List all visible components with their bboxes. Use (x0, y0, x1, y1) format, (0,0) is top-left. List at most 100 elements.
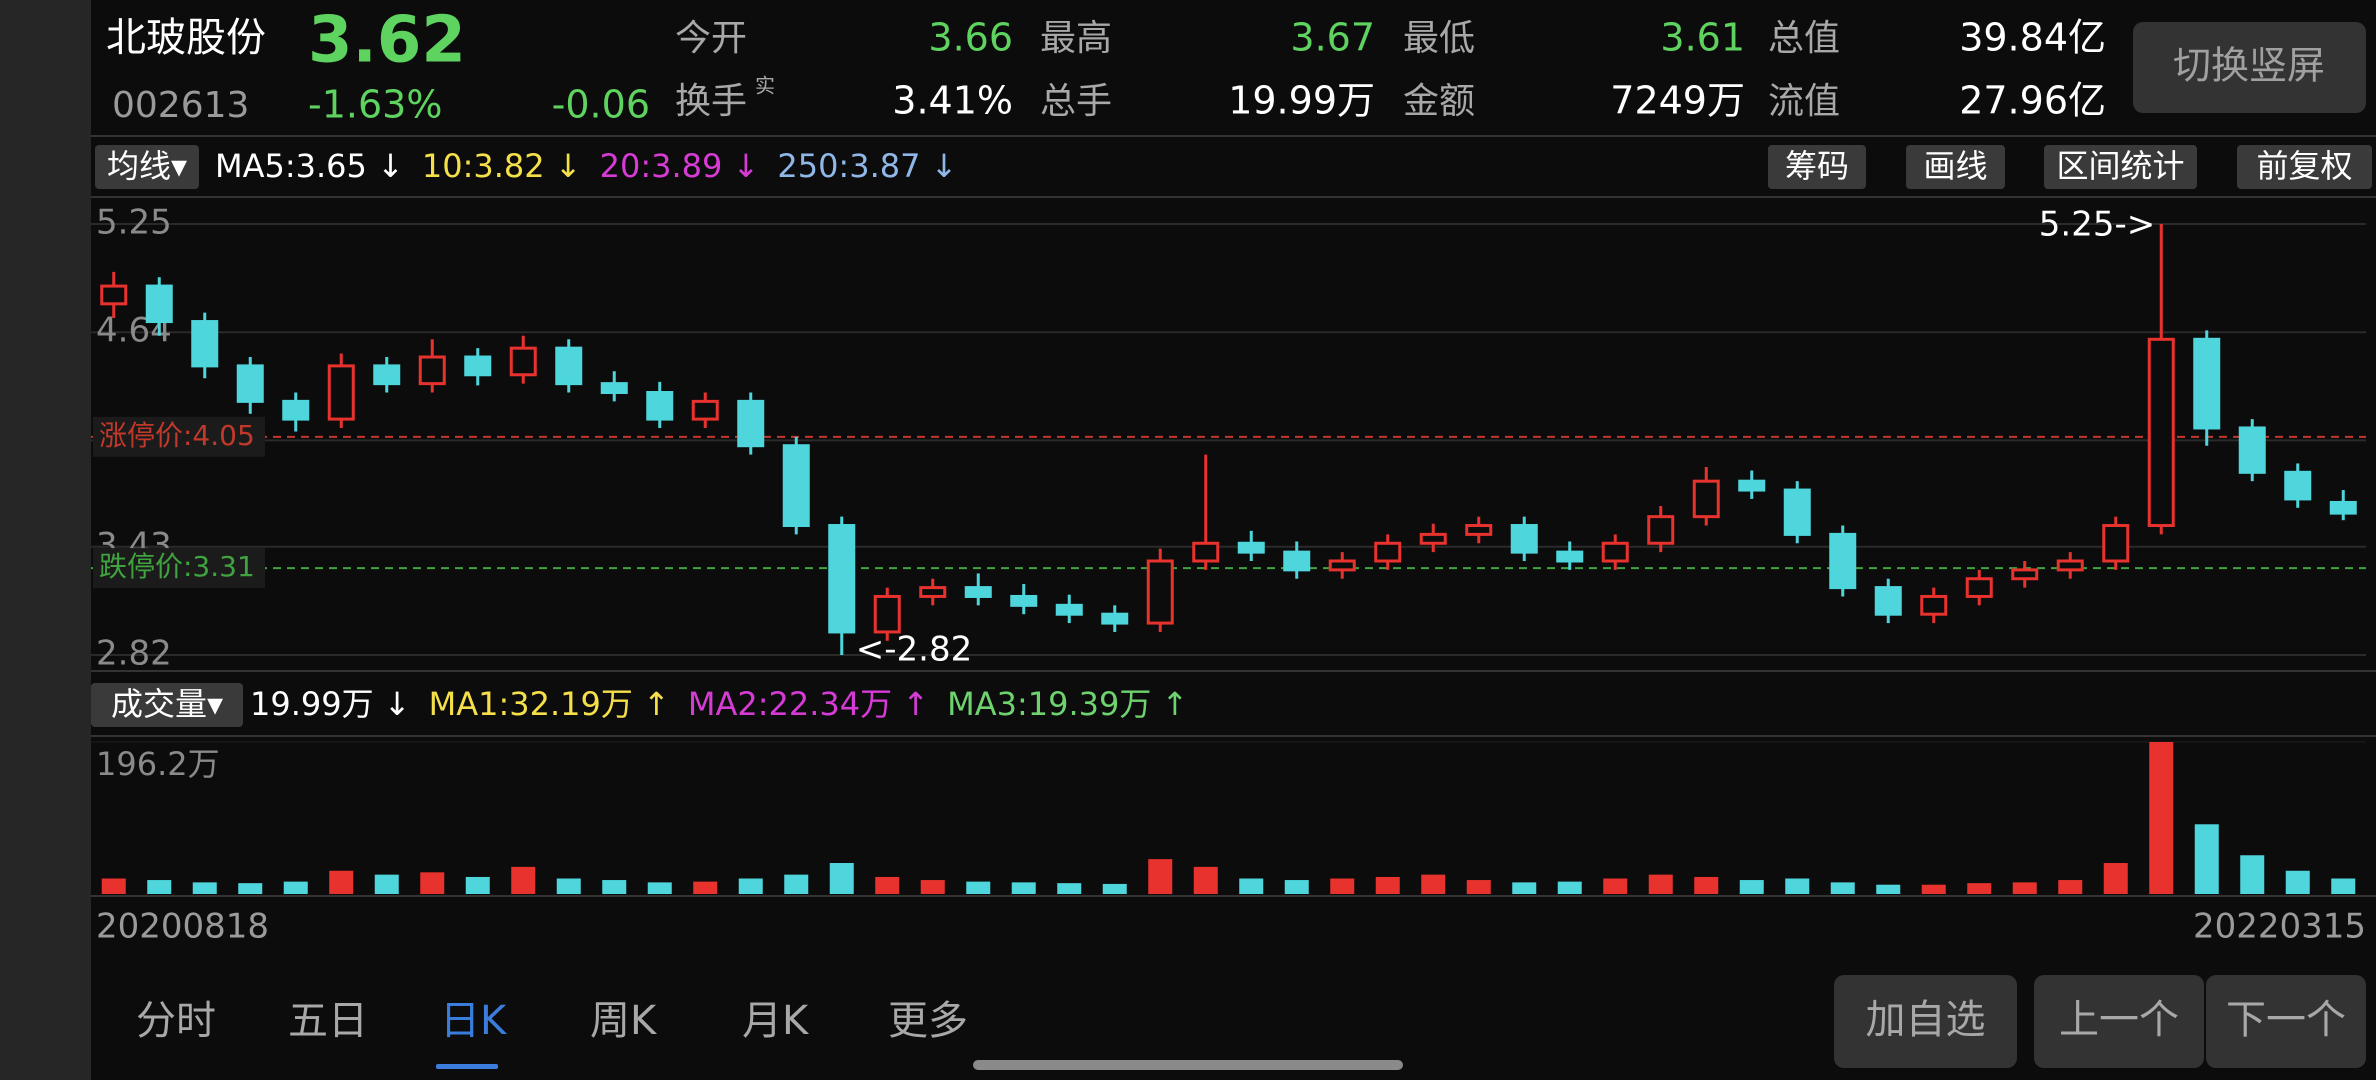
volume-selector-label: 成交量▾ (111, 685, 223, 723)
volume-bar (1921, 884, 1946, 894)
candle-body (1647, 515, 1675, 545)
candle-body (691, 399, 719, 421)
volume-bar (2194, 824, 2219, 894)
candle-body (919, 586, 947, 598)
ma-value: MA5:3.65 ↓ (215, 147, 404, 185)
volume-selector[interactable] (91, 683, 243, 727)
volume-bar (1011, 882, 1036, 894)
bottom-button-label: 下一个 (2226, 997, 2346, 1043)
candle-body (873, 594, 901, 634)
candle-body (1738, 479, 1766, 492)
candle-body (555, 346, 583, 386)
price: 3.62 (308, 4, 466, 78)
candle-body (327, 364, 355, 421)
stat-label: 最低 (1403, 18, 1475, 59)
stat-label: 最高 (1040, 18, 1112, 59)
candle-body (1055, 603, 1083, 616)
stat-value: 3.61 (1660, 16, 1745, 60)
tool-button[interactable] (2237, 145, 2372, 189)
bottom-button-label: 加自选 (1866, 997, 1986, 1043)
tab[interactable]: 五日 (288, 998, 368, 1044)
volume-bar (147, 880, 172, 894)
stat-label: 总值 (1768, 18, 1840, 59)
volume-bar (602, 880, 627, 894)
candle-body (191, 320, 219, 368)
min-label: <-2.82 (856, 630, 972, 670)
volume-bar (329, 870, 354, 894)
tab[interactable]: 月K (742, 998, 810, 1044)
candle-body (1192, 541, 1220, 563)
volume-bar (1466, 880, 1491, 894)
volume-bar (2012, 882, 2037, 894)
change: -0.06 (552, 83, 650, 127)
stat-sup: 实 (755, 74, 775, 98)
candle-body (1146, 559, 1174, 625)
volume-bar (1557, 881, 1582, 894)
volume-bar (738, 878, 763, 894)
candle-body (2102, 524, 2130, 563)
volume-bar (2240, 855, 2265, 894)
tool-button-label: 筹码 (1785, 147, 1849, 185)
tool-button-label: 区间统计 (2056, 147, 2184, 185)
candle-body (1465, 524, 1493, 536)
candle-body (1237, 541, 1265, 554)
volume-bar (374, 874, 399, 894)
stat-value: 3.67 (1290, 16, 1375, 60)
bottom-button[interactable] (1834, 975, 2017, 1068)
candle-body (782, 444, 810, 528)
ma-value: 20:3.89 ↓ (600, 147, 760, 185)
volume-bar (1967, 883, 1992, 894)
limit-label-box (93, 548, 265, 589)
tool-button[interactable] (2044, 145, 2197, 189)
candle-body (1283, 550, 1311, 572)
volume-tick-label: 196.2万 (96, 745, 220, 783)
volume-bar (1739, 880, 1764, 894)
switch-button[interactable] (2133, 22, 2366, 113)
stat-value: 39.84亿 (1959, 16, 2106, 60)
bottom-button-label: 上一个 (2059, 997, 2179, 1043)
candle-body (2011, 568, 2039, 581)
ma-selector-label: 均线▾ (107, 147, 187, 185)
candle-body (282, 399, 310, 421)
volume-bar (647, 882, 672, 894)
candle-body (1101, 612, 1129, 625)
candle-body (464, 355, 492, 377)
ma-value: 250:3.87 ↓ (777, 147, 957, 185)
ma-selector[interactable] (95, 145, 199, 189)
volume-bar (1876, 884, 1901, 894)
bottom-button[interactable] (2206, 975, 2366, 1068)
tool-button[interactable] (1768, 145, 1866, 189)
candle-body (1374, 541, 1402, 563)
volume-ma-value: 19.99万 ↓ (250, 685, 411, 723)
candle-body (2284, 470, 2312, 501)
volume-bar (2285, 870, 2310, 894)
tab[interactable]: 分时 (136, 998, 216, 1044)
tab[interactable]: 日K (440, 998, 508, 1044)
candle-body (418, 355, 446, 386)
candle-body (1692, 479, 1720, 519)
candle-body (1920, 594, 1948, 616)
stat-label: 总手 (1040, 81, 1112, 122)
candle-body (2147, 337, 2175, 528)
candle-body (2056, 559, 2084, 572)
volume-bar (1148, 859, 1173, 894)
candle-body (1601, 541, 1629, 563)
volume-bar (511, 866, 536, 894)
tab[interactable]: 更多 (888, 998, 968, 1044)
bottom-button[interactable] (2034, 975, 2204, 1068)
limit-label: 跌停价:3.31 (99, 550, 255, 583)
candle-body (509, 346, 537, 377)
volume-bar (556, 878, 581, 894)
candle-body (100, 284, 128, 306)
stat-value: 7249万 (1610, 79, 1745, 123)
candle-body (1556, 550, 1584, 563)
switch-button-label: 切换竖屏 (2173, 44, 2325, 88)
volume-bar (2103, 863, 2128, 894)
tab[interactable]: 周K (590, 998, 658, 1044)
volume-bar (784, 874, 809, 894)
tool-button[interactable] (1906, 145, 2005, 189)
limit-label: 涨停价:4.05 (99, 419, 255, 452)
candle-body (373, 364, 401, 386)
candle-body (2193, 337, 2221, 430)
